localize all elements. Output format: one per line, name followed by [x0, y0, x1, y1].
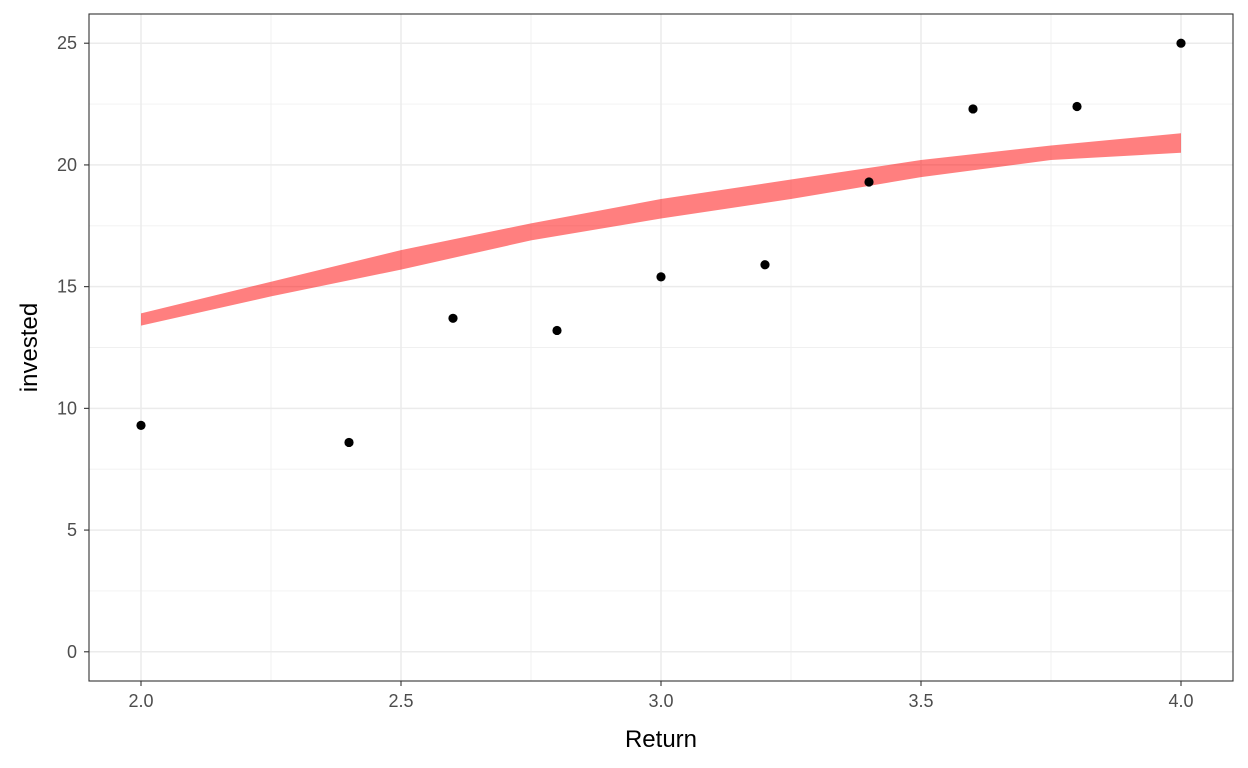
fit-band: [141, 133, 1181, 326]
fit-band-layer: [141, 133, 1181, 326]
data-point: [344, 437, 354, 448]
y-tick-label: 5: [67, 520, 77, 540]
data-point: [1176, 38, 1186, 48]
x-tick-label: 2.0: [128, 691, 153, 711]
data-point: [760, 260, 770, 270]
x-tick-label: 3.0: [648, 691, 673, 711]
y-tick-label: 10: [57, 398, 77, 418]
data-point: [656, 272, 666, 282]
y-axis: 0 5 10 15 20 25: [57, 33, 89, 662]
major-gridlines: [89, 14, 1233, 681]
data-point: [1072, 101, 1082, 112]
data-point: [552, 325, 562, 336]
data-point: [448, 313, 458, 323]
x-axis: 2.0 2.5 3.0 3.5 4.0: [128, 681, 1194, 711]
x-tick-label: 2.5: [388, 691, 413, 711]
y-tick-label: 15: [57, 277, 77, 297]
y-tick-label: 25: [57, 33, 77, 53]
x-tick-label: 3.5: [908, 691, 933, 711]
x-tick-label: 4.0: [1168, 691, 1193, 711]
x-axis-title: Return: [625, 726, 697, 753]
y-axis-title: invested: [16, 303, 43, 392]
y-tick-label: 0: [67, 642, 77, 662]
data-points-layer: [136, 38, 1186, 448]
data-point: [136, 420, 146, 430]
data-point: [968, 104, 978, 114]
y-tick-label: 20: [57, 155, 77, 175]
data-point: [864, 177, 874, 187]
